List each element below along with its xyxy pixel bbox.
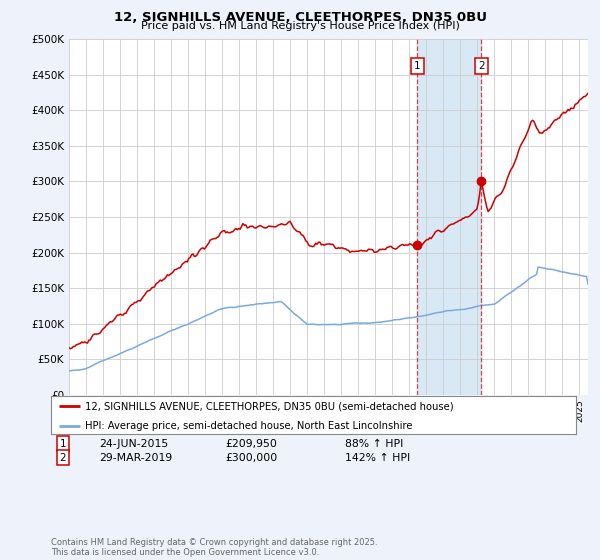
Text: Contains HM Land Registry data © Crown copyright and database right 2025.
This d: Contains HM Land Registry data © Crown c… [51,538,377,557]
Text: 142% ↑ HPI: 142% ↑ HPI [345,452,410,463]
Text: 24-JUN-2015: 24-JUN-2015 [99,438,168,449]
Bar [418,39,481,395]
Text: 29-MAR-2019: 29-MAR-2019 [99,452,172,463]
Text: 2: 2 [59,452,67,463]
Text: £300,000: £300,000 [225,452,277,463]
Text: 12, SIGNHILLS AVENUE, CLEETHORPES, DN35 0BU (semi-detached house): 12, SIGNHILLS AVENUE, CLEETHORPES, DN35 … [85,401,454,411]
Text: 2: 2 [478,61,485,71]
Text: 88% ↑ HPI: 88% ↑ HPI [345,438,403,449]
Text: HPI: Average price, semi-detached house, North East Lincolnshire: HPI: Average price, semi-detached house,… [85,421,413,431]
Text: Price paid vs. HM Land Registry's House Price Index (HPI): Price paid vs. HM Land Registry's House … [140,21,460,31]
Text: 12, SIGNHILLS AVENUE, CLEETHORPES, DN35 0BU: 12, SIGNHILLS AVENUE, CLEETHORPES, DN35 … [113,11,487,24]
Text: 1: 1 [414,61,421,71]
Text: 1: 1 [59,438,67,449]
Text: £209,950: £209,950 [225,438,277,449]
